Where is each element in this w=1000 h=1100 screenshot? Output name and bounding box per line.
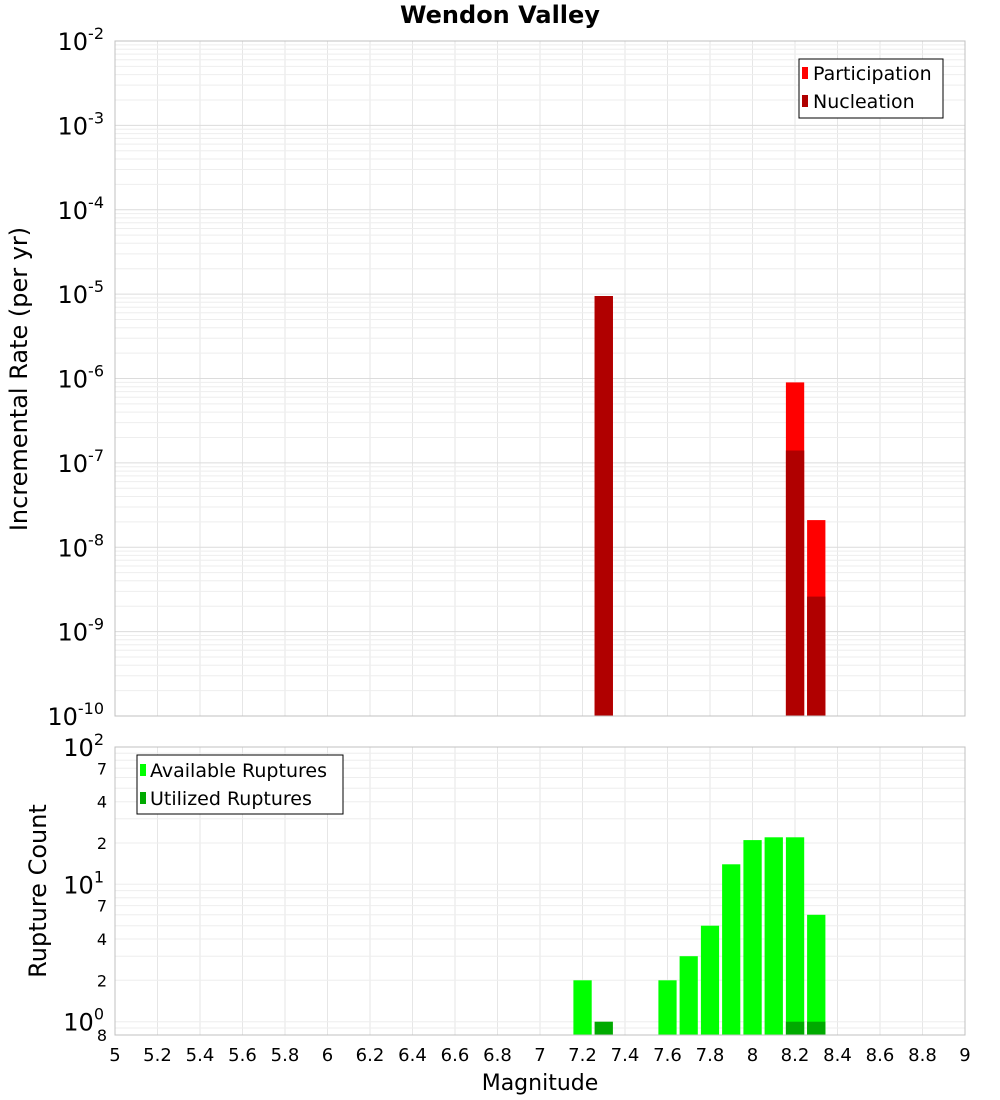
rate-y-tick-label: 10-5 <box>58 277 105 309</box>
count-y-minor-tick-label: 4 <box>97 793 107 812</box>
x-tick-label: 8.6 <box>866 1045 895 1066</box>
count-y-axis-label: Rupture Count <box>24 804 52 978</box>
legend-nucleation-label: Nucleation <box>813 91 915 113</box>
rate-legend: Participation Nucleation <box>798 58 944 119</box>
count-y-minor-tick-label: 7 <box>97 759 107 778</box>
available-ruptures-bar <box>722 864 741 1035</box>
rate-y-tick-label: 10-8 <box>58 530 105 562</box>
rate-y-tick-label: 10-3 <box>58 108 105 140</box>
count-y-minor-tick-label: 2 <box>97 971 107 990</box>
x-tick-label: 5.6 <box>228 1045 257 1066</box>
rate-y-tick-label: 10-6 <box>58 362 105 394</box>
utilized-ruptures-bar <box>785 1021 805 1035</box>
rate-y-tick-label: 10-2 <box>58 24 105 56</box>
utilized-ruptures-bar <box>807 1021 826 1035</box>
rate-y-tick-label: 10-7 <box>58 446 105 478</box>
nucleation-bar <box>785 450 805 716</box>
x-tick-label: 7.8 <box>696 1045 725 1066</box>
nucleation-bar <box>594 296 613 716</box>
x-tick-label: 8.2 <box>781 1045 810 1066</box>
rate-y-ticks: 10-2 10-3 10-4 10-5 10-6 10-7 10-8 10-9 10-10 <box>47 24 104 731</box>
x-tick-label: 7 <box>534 1045 545 1066</box>
x-tick-label: 5.8 <box>271 1045 300 1066</box>
x-tick-label: 8 <box>747 1045 758 1066</box>
count-plot-border <box>114 746 966 1036</box>
rate-y-tick-label: 10-10 <box>47 699 104 731</box>
count-legend-box <box>136 754 344 815</box>
available-ruptures-bar <box>807 914 826 1035</box>
available-ruptures-bar <box>764 837 783 1035</box>
x-tick-label: 5.2 <box>143 1045 172 1066</box>
x-tick-label: 6.4 <box>398 1045 427 1066</box>
count-bars <box>573 837 826 1035</box>
x-tick-label: 6.2 <box>356 1045 385 1066</box>
rate-bars <box>594 296 826 716</box>
legend-utilized-swatch <box>140 792 146 804</box>
legend-available-swatch <box>140 764 146 776</box>
x-tick-label: 6.8 <box>483 1045 512 1066</box>
rate-y-tick-label: 10-9 <box>58 615 105 647</box>
available-ruptures-bar <box>573 980 592 1035</box>
count-y-minor-tick-label: 2 <box>97 834 107 853</box>
rate-legend-box <box>798 58 944 119</box>
x-tick-label: 7.2 <box>568 1045 597 1066</box>
count-legend: Available Ruptures Utilized Ruptures <box>136 754 344 815</box>
count-x-ticks: 5 5.2 5.4 5.6 5.8 6 6.2 6.4 6.6 6.8 7 7.2 7.4 7.6 7.8 8… <box>109 1045 970 1066</box>
x-tick-label: 8.8 <box>908 1045 937 1066</box>
x-tick-label: 5.4 <box>186 1045 215 1066</box>
available-ruptures-bar <box>743 840 762 1035</box>
rate-y-tick-label: 10-4 <box>58 193 105 225</box>
rate-plot-border <box>114 40 966 717</box>
legend-available-label: Available Ruptures <box>150 760 327 782</box>
rate-grid <box>114 41 966 717</box>
legend-utilized-label: Utilized Ruptures <box>150 788 312 810</box>
count-y-tick-label: 102 <box>63 730 104 762</box>
nucleation-bar <box>807 596 826 716</box>
available-ruptures-bar <box>658 980 677 1035</box>
legend-nucleation-swatch <box>802 95 808 107</box>
utilized-ruptures-bar <box>594 1021 613 1035</box>
x-tick-label: 6.6 <box>441 1045 470 1066</box>
chart-title: Wendon Valley <box>400 1 600 29</box>
x-axis-label: Magnitude <box>482 1071 599 1096</box>
rate-y-axis-label: Incremental Rate (per yr) <box>5 227 33 531</box>
available-ruptures-bar <box>679 956 698 1035</box>
count-y-tick-label: 100 <box>63 1005 104 1037</box>
x-tick-label: 7.6 <box>653 1045 682 1066</box>
count-y-minor-tick-label: 4 <box>97 930 107 949</box>
legend-participation-swatch <box>802 67 808 79</box>
x-tick-label: 9 <box>959 1045 970 1066</box>
count-y-minor-tick-label: 8 <box>97 1026 107 1045</box>
x-tick-label: 6 <box>322 1045 333 1066</box>
available-ruptures-bar <box>785 837 805 1035</box>
count-y-tick-label: 101 <box>63 867 104 899</box>
legend-participation-label: Participation <box>813 63 932 85</box>
rate-panel: 10-2 10-3 10-4 10-5 10-6 10-7 10-8 10-9 10-10 In… <box>5 24 966 731</box>
x-tick-label: 8.4 <box>823 1045 852 1066</box>
x-tick-label: 5 <box>109 1045 120 1066</box>
available-ruptures-bar <box>700 925 720 1035</box>
count-y-minor-tick-label: 7 <box>97 897 107 916</box>
x-tick-label: 7.4 <box>611 1045 640 1066</box>
